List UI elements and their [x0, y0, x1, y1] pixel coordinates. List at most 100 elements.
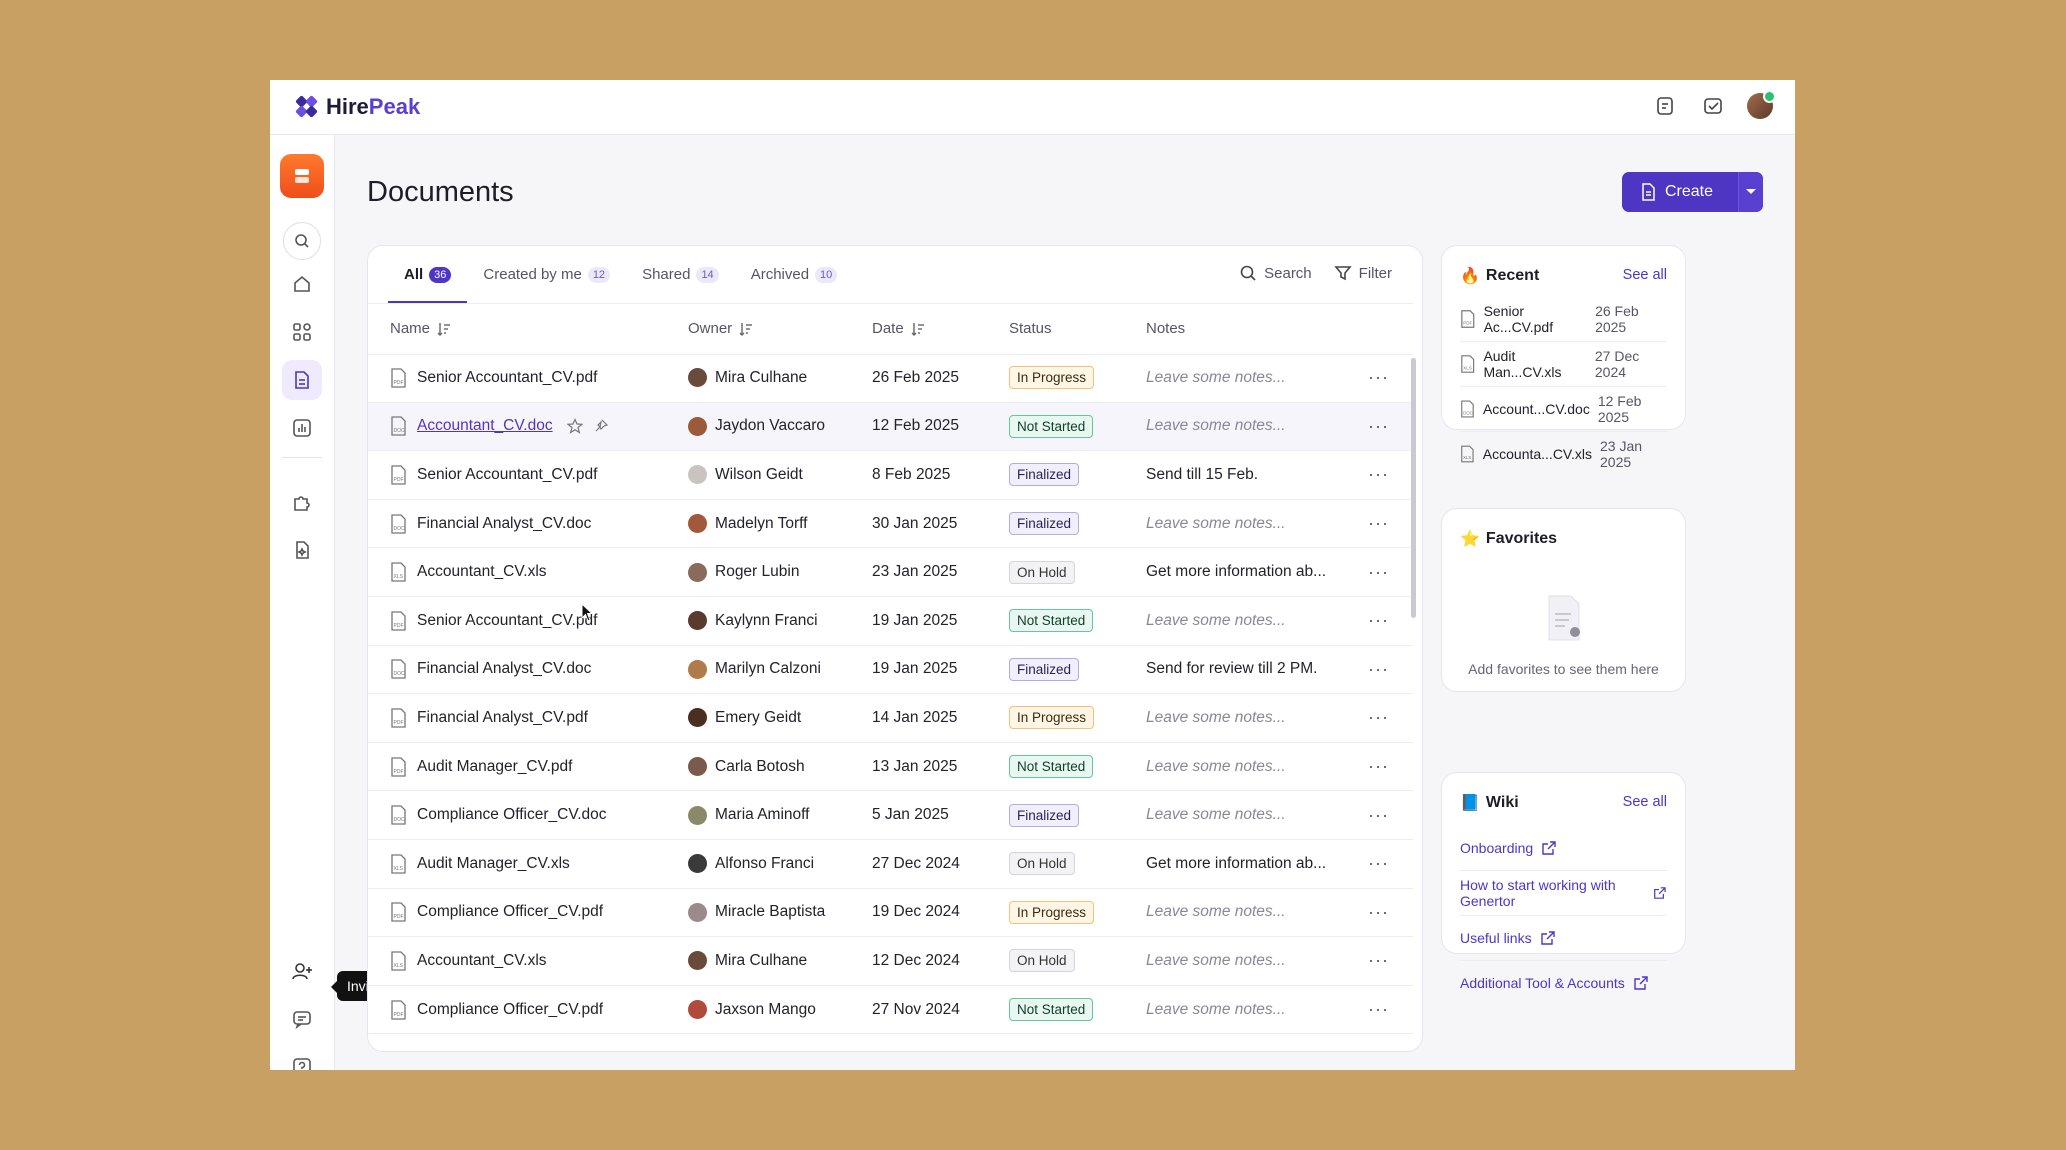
more-options-icon[interactable]: ···	[1368, 999, 1389, 1020]
wiki-link[interactable]: Additional Tool & Accounts	[1460, 961, 1667, 1005]
more-options-icon[interactable]: ···	[1368, 901, 1389, 922]
more-options-icon[interactable]: ···	[1368, 464, 1389, 485]
notes-field[interactable]: Leave some notes...	[1146, 417, 1286, 435]
more-options-icon[interactable]: ···	[1368, 804, 1389, 825]
document-name[interactable]: Compliance Officer_CV.pdf	[417, 903, 604, 921]
document-name[interactable]: Accountant_CV.xls	[417, 951, 547, 969]
table-row[interactable]: PDF Senior Accountant_CV.pdf Mira Culhane 2…	[368, 354, 1413, 403]
document-name[interactable]: Financial Analyst_CV.doc	[417, 514, 592, 532]
more-options-icon[interactable]: ···	[1368, 610, 1389, 631]
wiki-link[interactable]: How to start working with Genertor	[1460, 871, 1667, 916]
document-name[interactable]: Senior Accountant_CV.pdf	[417, 611, 598, 629]
notes-field[interactable]: Leave some notes...	[1146, 611, 1286, 629]
notes-field[interactable]: Leave some notes...	[1146, 757, 1286, 775]
search-icon[interactable]	[283, 222, 321, 260]
notes-field[interactable]: Get more information ab...	[1146, 854, 1327, 872]
owner-name: Carla Botosh	[715, 757, 805, 775]
table-row[interactable]: XLS Audit Manager_CV.xls Alfonso Franci 27 …	[368, 840, 1413, 889]
more-options-icon[interactable]: ···	[1368, 513, 1389, 534]
table-row[interactable]: DOC Compliance Officer_CV.doc Maria Aminof…	[368, 791, 1413, 840]
external-link-icon	[1654, 887, 1666, 899]
notes-field[interactable]: Send till 15 Feb.	[1146, 465, 1259, 483]
column-date-header[interactable]: Date	[872, 320, 926, 337]
more-options-icon[interactable]: ···	[1368, 561, 1389, 582]
recent-item[interactable]: DOC Account...CV.doc 12 Feb 2025	[1460, 387, 1667, 432]
table-row[interactable]: PDF Senior Accountant_CV.pdf Wilson Geidt 8…	[368, 451, 1413, 500]
table-row[interactable]: XLS Accountant_CV.xls Mira Culhane 12 Dec 2…	[368, 937, 1413, 986]
table-row[interactable]: DOC Accountant_CV.doc Jaydon Vaccaro 12 Feb…	[368, 402, 1413, 452]
more-options-icon[interactable]: ···	[1368, 415, 1389, 436]
document-name[interactable]: Accountant_CV.xls	[417, 563, 547, 581]
document-name[interactable]: Financial Analyst_CV.pdf	[417, 708, 588, 726]
document-name-link[interactable]: Accountant_CV.doc	[417, 417, 553, 435]
table-row[interactable]: PDF Compliance Officer_CV.pdf Jaxson Mango…	[368, 986, 1413, 1035]
messages-icon[interactable]	[282, 999, 322, 1039]
integrations-puzzle-icon[interactable]	[282, 482, 322, 522]
tab-count: 14	[696, 266, 719, 283]
notes-field[interactable]: Leave some notes...	[1146, 806, 1286, 824]
document-name[interactable]: Audit Manager_CV.xls	[417, 854, 570, 872]
tab-shared[interactable]: Shared 14	[626, 246, 735, 303]
search-button[interactable]: Search	[1239, 264, 1312, 282]
more-options-icon[interactable]: ···	[1368, 950, 1389, 971]
help-icon[interactable]	[282, 1047, 322, 1070]
document-name[interactable]: Compliance Officer_CV.doc	[417, 806, 607, 824]
table-row[interactable]: DOC Financial Analyst_CV.doc Marilyn Calzo…	[368, 646, 1413, 695]
notes-field[interactable]: Leave some notes...	[1146, 708, 1286, 726]
table-row[interactable]: PDF Senior Accountant_CV.pdf Kaylynn Franc…	[368, 597, 1413, 646]
wiki-link[interactable]: Onboarding	[1460, 826, 1667, 871]
table-row[interactable]: XLS Accountant_CV.xls Roger Lubin 23 Jan 20…	[368, 548, 1413, 597]
tab-archived[interactable]: Archived 10	[735, 246, 854, 303]
tab-all[interactable]: All 36	[388, 246, 468, 303]
more-options-icon[interactable]: ···	[1368, 707, 1389, 728]
home-icon[interactable]	[282, 264, 322, 304]
document-name[interactable]: Audit Manager_CV.pdf	[417, 757, 573, 775]
more-options-icon[interactable]: ···	[1368, 756, 1389, 777]
apps-grid-icon[interactable]	[282, 312, 322, 352]
document-name[interactable]: Senior Accountant_CV.pdf	[417, 368, 598, 386]
wiki-see-all-link[interactable]: See all	[1622, 794, 1667, 810]
ai-assist-icon[interactable]	[282, 530, 322, 570]
column-name-header[interactable]: Name	[390, 320, 452, 337]
pdf-file-icon: PDF	[391, 368, 406, 388]
brand-logo[interactable]: HirePeak	[294, 94, 420, 120]
more-options-icon[interactable]: ···	[1368, 853, 1389, 874]
user-avatar[interactable]	[1747, 90, 1776, 119]
notes-field[interactable]: Leave some notes...	[1146, 1000, 1286, 1018]
notes-field[interactable]: Leave some notes...	[1146, 368, 1286, 386]
notes-field[interactable]: Get more information ab...	[1146, 563, 1327, 581]
table-row[interactable]: DOC Financial Analyst_CV.doc Madelyn Torff…	[368, 500, 1413, 549]
notes-icon[interactable]	[1651, 92, 1679, 120]
notes-field[interactable]: Leave some notes...	[1146, 514, 1286, 532]
create-button[interactable]: Create	[1622, 172, 1763, 212]
invite-people-icon[interactable]	[282, 951, 322, 991]
recent-item[interactable]: XLS Audit Man...CV.xls 27 Dec 2024	[1460, 342, 1667, 387]
table-row[interactable]: PDF Audit Manager_CV.pdf Carla Botosh 13 Ja…	[368, 743, 1413, 792]
documents-icon[interactable]	[282, 360, 322, 400]
filter-button[interactable]: Filter	[1333, 264, 1392, 282]
more-options-icon[interactable]: ···	[1368, 367, 1389, 388]
tab-created-by-me[interactable]: Created by me 12	[467, 246, 626, 303]
document-name[interactable]: Senior Accountant_CV.pdf	[417, 465, 598, 483]
document-name[interactable]: Compliance Officer_CV.pdf	[417, 1000, 604, 1018]
recent-item[interactable]: PDF Senior Ac...CV.pdf 26 Feb 2025	[1460, 297, 1667, 342]
table-row[interactable]: PDF Financial Analyst_CV.pdf Emery Geidt 14…	[368, 694, 1413, 743]
workspace-logo-icon[interactable]	[280, 154, 324, 198]
column-owner-header[interactable]: Owner	[688, 320, 754, 337]
notes-field[interactable]: Leave some notes...	[1146, 903, 1286, 921]
pin-icon[interactable]	[593, 418, 609, 434]
notes-field[interactable]: Leave some notes...	[1146, 951, 1286, 969]
document-name[interactable]: Financial Analyst_CV.doc	[417, 660, 592, 678]
table-row[interactable]: PDF Compliance Officer_CV.pdf Miracle Bapt…	[368, 889, 1413, 938]
inbox-icon[interactable]	[1699, 92, 1727, 120]
table-scrollbar[interactable]	[1411, 358, 1416, 618]
recent-see-all-link[interactable]: See all	[1622, 267, 1667, 283]
notes-field[interactable]: Send for review till 2 PM.	[1146, 660, 1318, 678]
wiki-link[interactable]: Useful links	[1460, 916, 1667, 961]
pdf-file-icon: PDF	[391, 902, 406, 922]
reports-chart-icon[interactable]	[282, 408, 322, 448]
create-dropdown-toggle[interactable]	[1738, 172, 1763, 212]
recent-item[interactable]: XLS Accounta...CV.xls 23 Jan 2025	[1460, 432, 1667, 476]
star-icon[interactable]	[566, 418, 583, 435]
more-options-icon[interactable]: ···	[1368, 658, 1389, 679]
